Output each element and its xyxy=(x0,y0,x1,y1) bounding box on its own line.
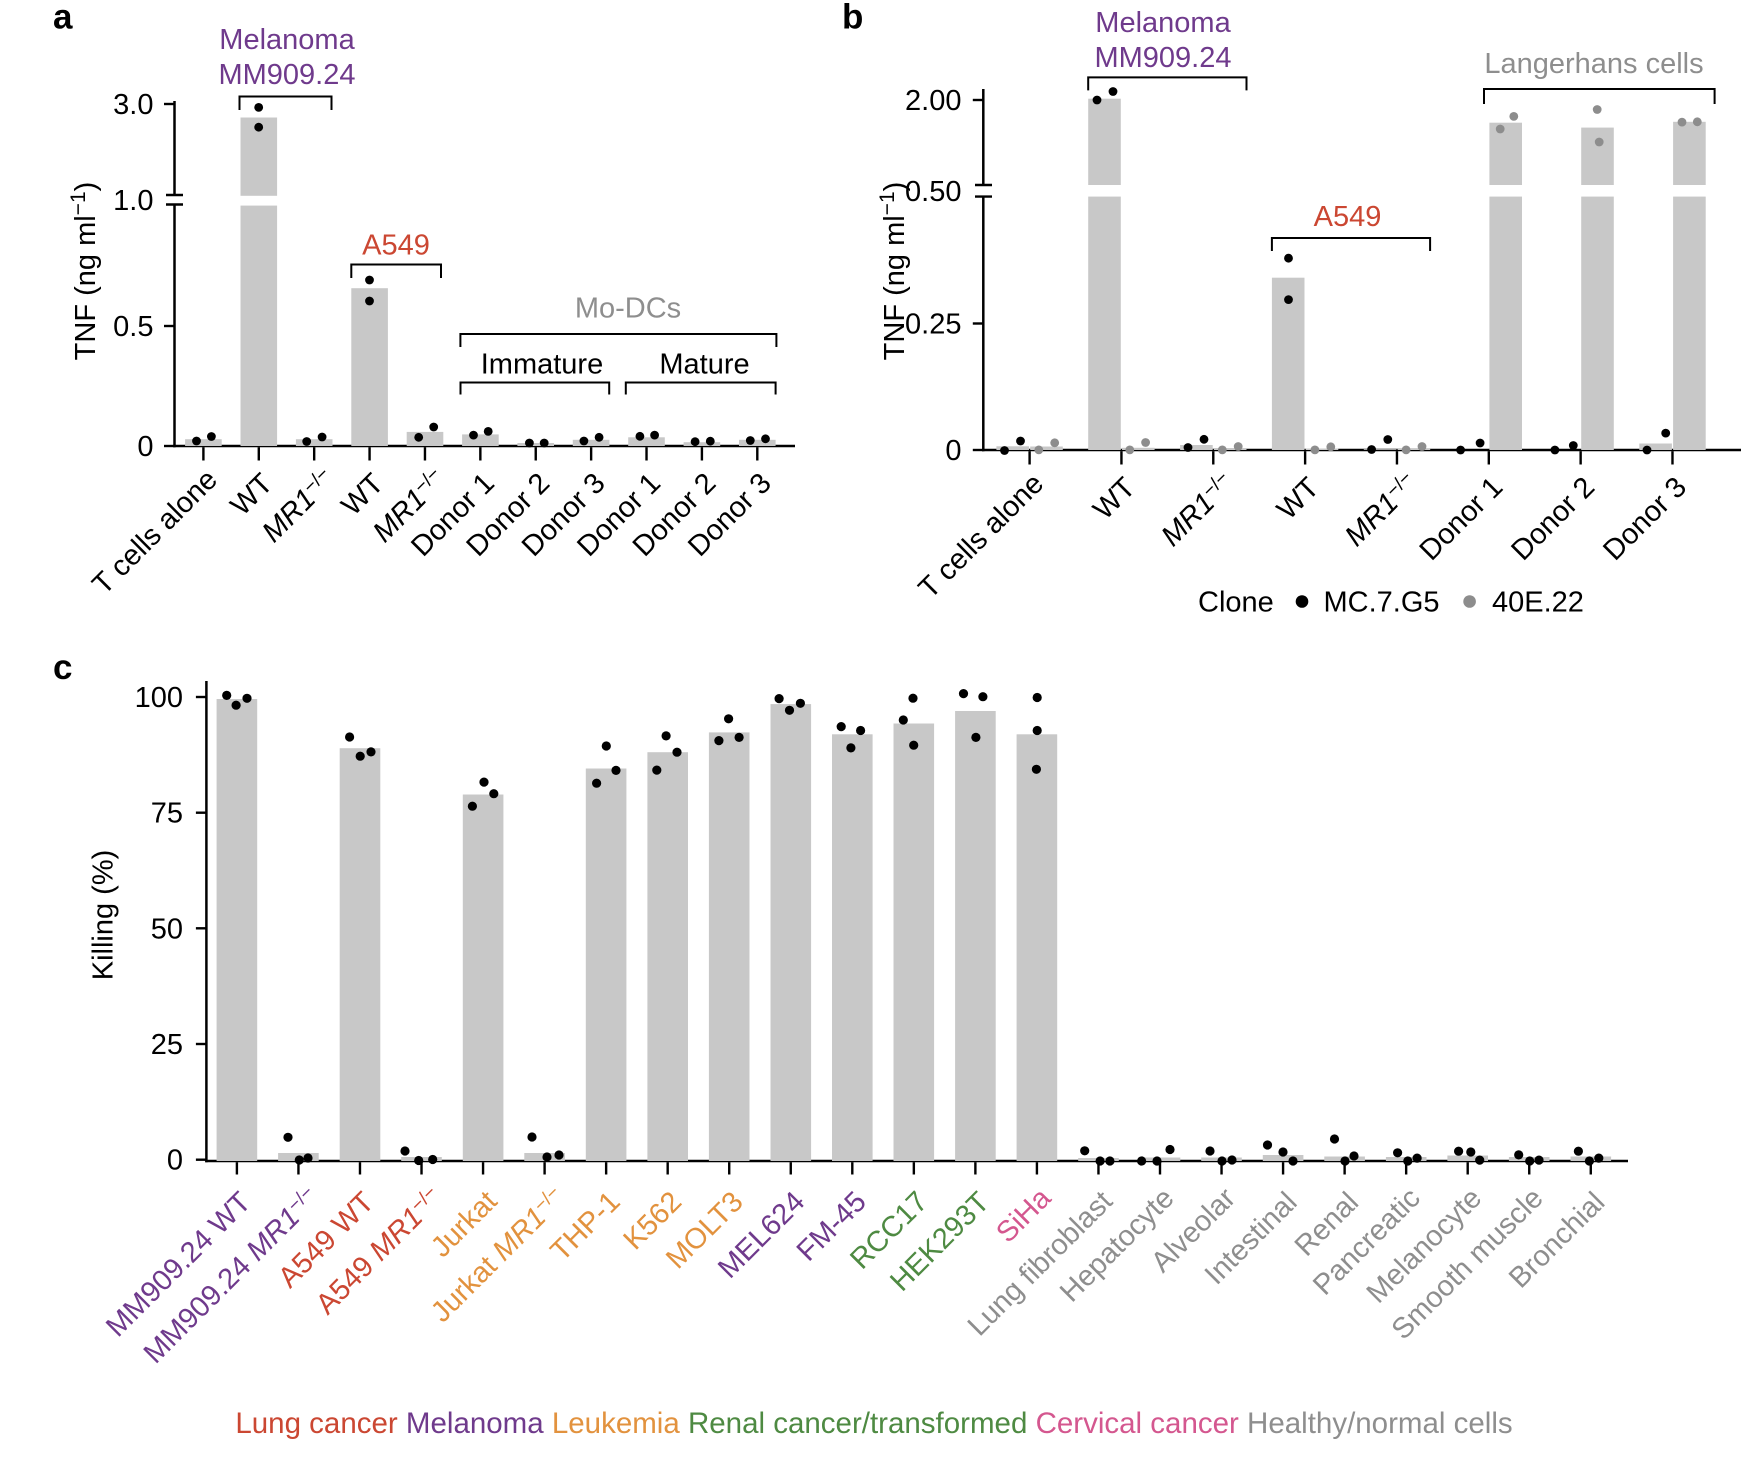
svg-text:Melanoma: Melanoma xyxy=(1095,7,1231,39)
svg-text:100: 100 xyxy=(135,682,183,714)
svg-text:MC.7.G5: MC.7.G5 xyxy=(1324,587,1440,619)
svg-text:0: 0 xyxy=(137,431,153,463)
svg-text:a: a xyxy=(53,0,73,37)
svg-text:2.00: 2.00 xyxy=(905,85,961,117)
svg-text:Killing (%): Killing (%) xyxy=(88,850,120,981)
svg-text:0.25: 0.25 xyxy=(905,309,961,341)
svg-text:Immature: Immature xyxy=(481,349,603,381)
svg-text:40E.22: 40E.22 xyxy=(1492,587,1584,619)
svg-text:MR1−/−: MR1−/− xyxy=(1339,467,1424,552)
svg-text:A549: A549 xyxy=(362,230,430,262)
svg-text:0.50: 0.50 xyxy=(905,176,961,208)
svg-text:0: 0 xyxy=(167,1145,183,1177)
svg-text:3.0: 3.0 xyxy=(113,89,153,121)
svg-text:c: c xyxy=(53,648,72,687)
svg-text:MM909.24: MM909.24 xyxy=(218,59,355,91)
svg-text:Mature: Mature xyxy=(659,349,749,381)
svg-text:75: 75 xyxy=(151,798,183,830)
svg-text:Mo-DCs: Mo-DCs xyxy=(575,293,681,325)
svg-text:1.0: 1.0 xyxy=(113,185,153,217)
svg-text:25: 25 xyxy=(151,1029,183,1061)
svg-text:0.5: 0.5 xyxy=(113,311,153,343)
svg-text:b: b xyxy=(842,0,863,37)
svg-text:Lung cancer Melanoma Leukemia: Lung cancer Melanoma Leukemia Renal canc… xyxy=(235,1407,1512,1440)
svg-text:0: 0 xyxy=(945,435,961,467)
svg-text:50: 50 xyxy=(151,913,183,945)
svg-text:Langerhans cells: Langerhans cells xyxy=(1484,48,1703,80)
svg-text:A549: A549 xyxy=(1314,201,1382,233)
svg-text:Clone: Clone xyxy=(1198,587,1274,619)
svg-text:Melanoma: Melanoma xyxy=(219,24,355,56)
svg-text:MM909.24: MM909.24 xyxy=(1094,42,1231,74)
